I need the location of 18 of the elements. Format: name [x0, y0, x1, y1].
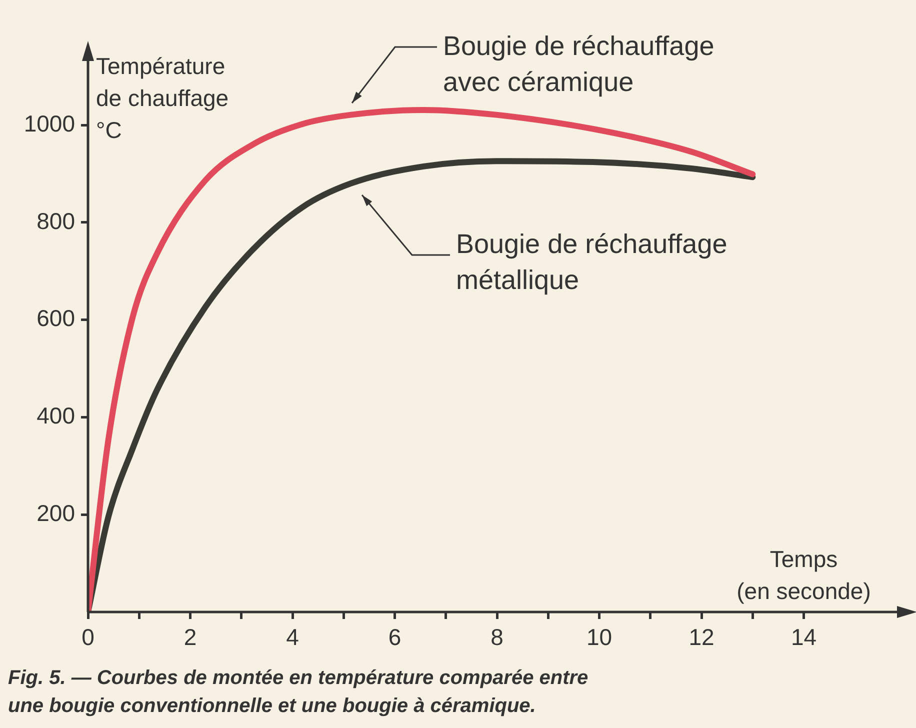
x-tick-label: 4 [286, 624, 300, 650]
y-tick-label: 400 [36, 402, 75, 429]
x-tick-label: 0 [82, 624, 94, 650]
x-tick-label: 6 [388, 624, 402, 650]
x-tick-label: 2 [184, 624, 197, 650]
y-tick-label: 1000 [24, 110, 75, 136]
x-tick-label: 12 [688, 624, 714, 650]
y-tick-label: 800 [36, 208, 75, 234]
y-tick-label: 600 [36, 305, 75, 332]
annotation: Bougie de réchauffage métallique [456, 229, 728, 295]
y-tick-label: 200 [36, 500, 75, 526]
x-tick-label: 8 [490, 624, 504, 650]
y-axis-title: Température de chauffage °C [96, 53, 229, 143]
x-axis-title: Temps (en seconde) [736, 546, 871, 604]
annotation: Bougie de réchauffage avec céramique [443, 31, 714, 97]
caption: Fig. 5. — Courbes de montée en température comparée entre une bougie conventionnelle et une bougie à céramique. [8, 667, 588, 717]
x-tick-label: 14 [790, 624, 817, 650]
x-tick-label: 10 [586, 624, 612, 650]
